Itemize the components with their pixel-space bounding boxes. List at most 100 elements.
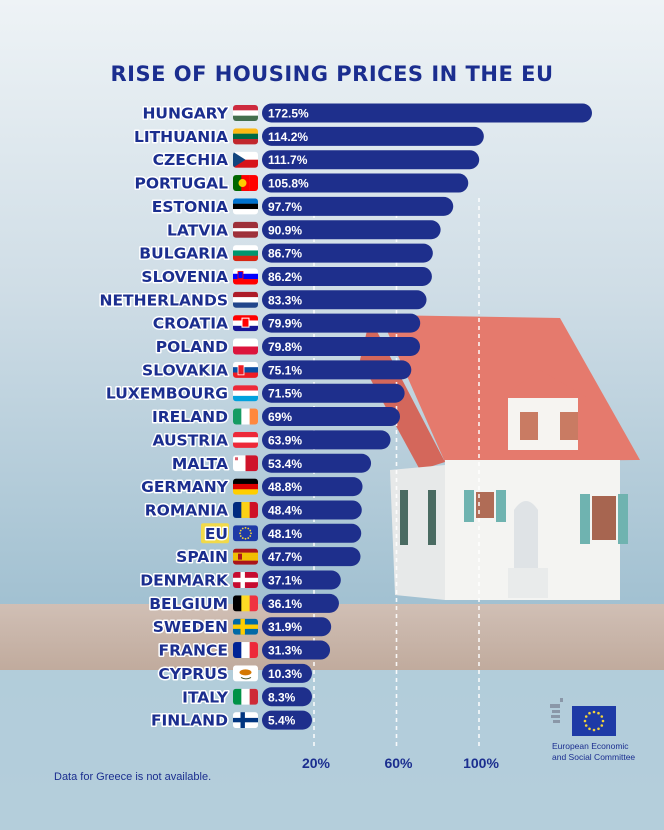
bar-row: 48.8% GERMANY xyxy=(140,477,363,498)
bar xyxy=(262,290,427,310)
spain-flag-icon xyxy=(233,548,258,565)
data-label: 48.4% xyxy=(268,503,302,517)
bar xyxy=(262,150,480,170)
flag-stripe xyxy=(233,245,258,251)
category-label: CROATIA xyxy=(153,315,228,333)
portugal-flag-icon xyxy=(233,175,258,192)
bar-row: 111.7% CZECHIA xyxy=(151,150,480,171)
bar xyxy=(262,337,421,356)
bar xyxy=(262,220,441,240)
netherlands-flag-icon xyxy=(233,291,258,308)
category-label: BULGARIA xyxy=(139,245,228,263)
flag-stripe xyxy=(233,151,258,160)
flag-stripe xyxy=(233,115,258,121)
flag-stripe xyxy=(233,489,258,495)
bar-row: 105.8% PORTUGAL xyxy=(133,173,469,194)
category-label: LITHUANIA xyxy=(134,128,228,146)
bar-row: 79.8% POLAND xyxy=(154,337,421,358)
flag-star xyxy=(250,532,252,535)
bar xyxy=(262,407,400,427)
bar-row: 97.7% ESTONIA xyxy=(150,196,454,217)
flag-stripe xyxy=(233,175,242,192)
flag-star xyxy=(249,529,252,532)
bar-row: 83.3% NETHERLANDS xyxy=(98,290,427,311)
austria-flag-icon xyxy=(233,431,258,448)
bar xyxy=(262,547,361,567)
data-label: 79.8% xyxy=(268,340,302,354)
data-label: 172.5% xyxy=(268,107,309,121)
data-label: 90.9% xyxy=(268,223,302,237)
flag-stripe xyxy=(233,255,258,262)
data-label: 83.3% xyxy=(268,293,302,307)
bar-row: 31.9% SWEDEN xyxy=(151,617,332,638)
bar-row: 48.1% EU xyxy=(201,523,362,544)
logo-star xyxy=(592,710,596,714)
bar-row: 79.9% CROATIA xyxy=(151,313,421,334)
flag-stripe xyxy=(233,273,258,280)
bar-row: 172.5% HUNGARY xyxy=(141,103,592,124)
data-label: 63.9% xyxy=(268,433,302,447)
data-label: 75.1% xyxy=(268,363,302,377)
category-label: SLOVAKIA xyxy=(142,361,228,379)
flag-emblem xyxy=(237,364,245,376)
flag-stripe xyxy=(241,501,250,518)
bar xyxy=(262,430,391,450)
bar xyxy=(262,266,432,286)
slovakia-flag-icon xyxy=(233,361,258,378)
bar-row: 90.9% LATVIA xyxy=(165,220,441,241)
logo-star xyxy=(597,727,600,731)
flag-star xyxy=(244,526,247,529)
flag-stripe xyxy=(241,688,250,705)
malta-flag-icon xyxy=(233,455,258,472)
category-label: CYPRUS xyxy=(158,665,228,683)
flag-cross xyxy=(240,572,245,588)
flag-stripe xyxy=(233,455,246,472)
flag-emblem xyxy=(238,553,242,560)
bar xyxy=(262,687,312,707)
flag-stripe xyxy=(233,209,258,215)
flag-stripe xyxy=(233,501,242,518)
bar xyxy=(262,313,421,333)
flag-stripe xyxy=(233,437,258,443)
category-label: SLOVENIA xyxy=(141,268,228,286)
flag-stripe xyxy=(233,556,258,561)
flag-emblem xyxy=(238,179,247,188)
flag-star xyxy=(247,537,250,539)
flag-cross xyxy=(240,712,245,729)
flag-stripe xyxy=(233,483,258,490)
logo-star xyxy=(584,724,588,727)
eesc-name: European Economic and Social Committee xyxy=(552,741,652,763)
logo-star xyxy=(592,728,596,732)
eu-flag-icon xyxy=(572,706,616,736)
flag-star xyxy=(241,527,244,530)
flag-cross xyxy=(233,624,258,629)
eesc-name-line1: European Economic xyxy=(552,741,629,751)
flag-stripe xyxy=(233,325,258,332)
bar-row: 5.4% FINLAND xyxy=(149,710,312,731)
flag-stripe xyxy=(233,231,258,235)
gridline-label: 100% xyxy=(463,755,499,771)
flag-stripe xyxy=(241,642,250,659)
flag-stripe xyxy=(233,297,258,303)
category-label: MALTA xyxy=(172,455,228,473)
flag-stripe xyxy=(233,552,258,557)
flag-stripe xyxy=(233,560,258,565)
flag-stripe xyxy=(233,361,258,368)
flag-stripe xyxy=(233,338,258,347)
data-label: 5.4% xyxy=(268,714,296,728)
flag-stripe xyxy=(233,221,258,226)
sweden-flag-icon xyxy=(233,618,258,635)
bar xyxy=(262,196,454,216)
data-label: 71.5% xyxy=(268,387,302,401)
slovenia-flag-icon xyxy=(233,268,258,285)
flag-star xyxy=(244,537,247,540)
italy-flag-icon xyxy=(233,688,258,705)
flag-stripe xyxy=(249,175,258,192)
flag-stripe xyxy=(233,548,258,553)
lithuania-flag-icon xyxy=(233,128,258,145)
flag-star xyxy=(239,535,242,537)
logo-star xyxy=(588,711,591,715)
bar xyxy=(262,360,412,380)
bar xyxy=(262,453,372,473)
